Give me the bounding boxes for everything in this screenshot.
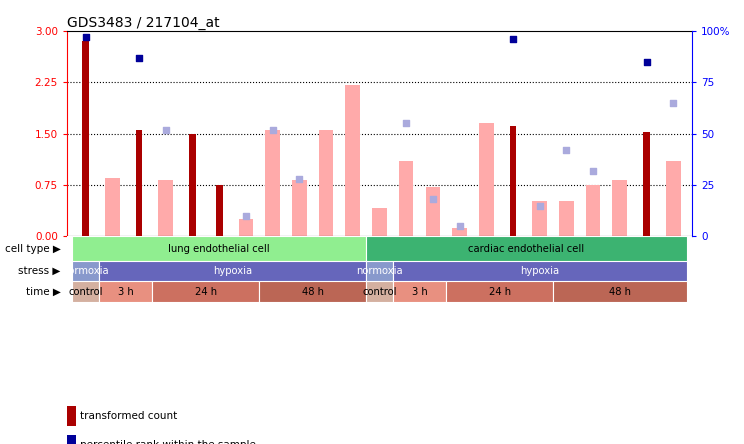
Text: cardiac endothelial cell: cardiac endothelial cell [468,244,584,254]
Text: 3 h: 3 h [411,287,427,297]
Bar [72,261,99,281]
Point [667,99,679,107]
Point [293,175,305,182]
Bar [426,187,440,237]
Bar [586,185,600,237]
Bar [105,178,120,237]
Text: GDS3483 / 217104_at: GDS3483 / 217104_at [67,16,219,30]
Bar [99,261,366,281]
Point [133,54,145,61]
Bar [135,131,142,237]
Text: percentile rank within the sample: percentile rank within the sample [80,440,256,444]
Text: 48 h: 48 h [609,287,631,297]
Text: control: control [68,287,103,297]
Text: 48 h: 48 h [301,287,324,297]
Bar [158,180,173,237]
Point [160,126,172,133]
Point [454,222,466,230]
Text: 24 h: 24 h [489,287,510,297]
Point [400,120,412,127]
Text: transformed count: transformed count [80,411,178,421]
Point [266,126,278,133]
Bar [393,281,446,302]
Point [507,36,519,43]
Point [240,212,252,219]
Text: 24 h: 24 h [195,287,217,297]
Bar [479,123,493,237]
Text: 3 h: 3 h [118,287,134,297]
Bar [372,208,387,237]
Bar [83,41,89,237]
Bar [366,237,687,261]
Bar [643,132,650,237]
Point [533,202,545,209]
Bar [72,281,99,302]
Point [560,147,572,154]
Text: lung endothelial cell: lung endothelial cell [168,244,270,254]
Bar [533,201,547,237]
Text: hypoxia: hypoxia [213,266,252,276]
Point [641,58,652,65]
Bar [153,281,259,302]
Text: stress ▶: stress ▶ [19,266,61,276]
Bar [612,180,627,237]
Bar [510,126,516,237]
Bar [318,131,333,237]
Bar [446,281,553,302]
Bar [366,261,393,281]
Point [80,34,92,41]
Text: hypoxia: hypoxia [520,266,559,276]
Bar [72,237,366,261]
Bar [366,281,393,302]
Text: cell type ▶: cell type ▶ [4,244,61,254]
Bar [239,219,253,237]
Bar [216,185,222,237]
Bar [666,161,681,237]
Text: normoxia: normoxia [62,266,109,276]
Bar [553,281,687,302]
Bar [292,180,307,237]
Bar [399,161,414,237]
Bar [452,228,467,237]
Text: normoxia: normoxia [356,266,403,276]
Point [587,167,599,174]
Bar [189,135,196,237]
Bar [559,201,574,237]
Bar [99,281,153,302]
Bar [393,261,687,281]
Bar [266,131,280,237]
Text: control: control [362,287,397,297]
Text: time ▶: time ▶ [26,287,61,297]
Bar [345,85,360,237]
Point [427,196,439,203]
Bar [259,281,366,302]
